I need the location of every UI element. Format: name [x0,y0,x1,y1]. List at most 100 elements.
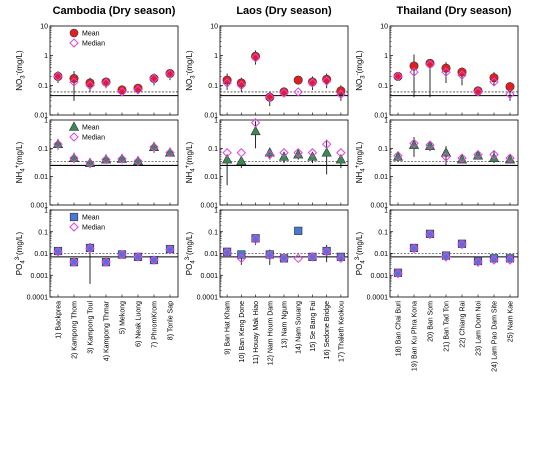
median-marker [473,87,483,97]
legend-mean-symbol [69,28,79,38]
y-tick-label: 0.01 [374,174,388,181]
median-marker [441,252,451,262]
median-marker [307,148,318,158]
mean-marker [264,147,275,157]
site-label: 14) Nam Souang [296,301,303,354]
mean-marker [85,78,95,88]
median-marker [85,243,95,254]
mean-marker [488,152,500,162]
panel-frame [389,119,519,206]
y-axis-label: NH4+(mg/L) [355,141,367,183]
mean-marker [265,250,274,259]
median-marker [69,257,79,267]
y-tick-label: 0.1 [208,229,218,236]
mean-marker [222,75,232,85]
legend-median-label: Median [82,225,105,232]
median-marker [265,250,275,261]
site-label: 11) Houay Mak Hiao [253,301,260,364]
column-title: Laos (Dry season) [236,5,332,17]
y-label-unit: (mg/L) [185,141,194,164]
y-label-unit: (mg/L) [355,141,364,164]
site-label: 12) Nam Houm Dam [267,301,274,365]
mean-marker [117,250,127,259]
y-tick-label: 0.1 [208,83,218,90]
site-label: 3) Kampong Toul [88,301,95,354]
legend-mean-label: Mean [82,31,100,38]
median-marker [222,78,232,88]
legend-median-symbol [69,38,79,48]
y-label-base: PO [355,264,364,276]
median-marker [265,149,275,160]
y-tick-label: 0.01 [204,174,218,181]
y-label-sup: + [185,164,191,168]
y-tick-label: 10 [40,24,48,31]
median-marker [321,139,332,149]
median-marker [307,252,318,262]
mean-marker [336,252,345,261]
y-label-base: NH [185,171,194,183]
mean-marker [53,71,63,81]
median-marker [236,253,247,264]
mean-marker [101,258,111,267]
y-label-unit: (mg/L) [185,50,194,73]
site-label: 16) Sedone Bridge [324,301,331,359]
mean-marker [308,252,317,261]
panel-po4-3: 0.0001 0.001 0.01 0.1 1 PO43-(mg/L) 18) Ban Ch… [355,208,519,372]
median-marker [425,140,435,150]
y-label-sub: 4 [361,260,367,264]
median-marker [69,77,79,87]
legend-mean-symbol [69,212,79,222]
site-label: 21) Ban Tad Ton [444,301,451,352]
y-tick-label: 1 [44,53,48,60]
mean-marker [117,85,127,95]
mean-marker [409,243,419,253]
median-marker [473,257,483,267]
mean-marker [149,73,159,83]
legend-median-symbol [69,222,79,232]
median-marker [409,138,419,149]
y-tick-label: 0.0001 [367,295,389,302]
site-label: 18) Ban Chai Buri [396,301,403,357]
mean-marker [307,77,317,87]
y-label-sup: - [185,73,191,75]
y-label-sub: 4 [191,260,197,264]
median-marker [101,78,111,88]
median-marker [133,252,143,262]
y-axis-label: NO3-(mg/L) [15,50,27,91]
median-marker [85,80,95,91]
median-marker [321,247,332,257]
median-marker [149,255,159,265]
mean-marker [335,153,346,164]
site-label: 19) Ban Ku Phra Kona [412,301,419,371]
site-label: 22) Chiang Rai [460,301,467,348]
median-marker [441,152,451,162]
mean-marker [441,251,451,260]
y-tick-label: 0.001 [30,273,48,280]
median-marker [489,149,499,160]
site-label: 5) Mekong [120,301,127,334]
mean-marker [393,71,403,81]
y-tick-label: 0.1 [378,146,388,153]
median-marker [393,268,403,279]
panel-no3-3: 0.01 0.1 1 10 NO3-(mg/L) [355,24,519,120]
median-marker [149,73,159,84]
median-marker [279,253,289,264]
median-marker [133,156,143,166]
median-marker [222,247,232,258]
mean-marker [133,83,143,93]
y-label-sup: + [15,164,21,168]
median-marker [149,142,159,152]
y-axis-label: PO43-(mg/L) [185,231,197,275]
y-tick-label: 0.1 [38,146,48,153]
y-axis-label: PO43-(mg/L) [15,231,27,275]
y-tick-label: 1 [214,53,218,60]
median-marker [457,70,467,80]
y-label-sub: 3 [21,75,27,79]
legend-mean-symbol [68,121,80,131]
site-label: 7) PhnomKrom [152,301,159,348]
median-marker [165,244,175,255]
y-tick-label: 0.1 [208,146,218,153]
site-label: 17) Thaleth Keokou [338,301,345,362]
y-label-sub: 4 [21,168,27,172]
column-title: Cambodia (Dry season) [53,5,176,17]
